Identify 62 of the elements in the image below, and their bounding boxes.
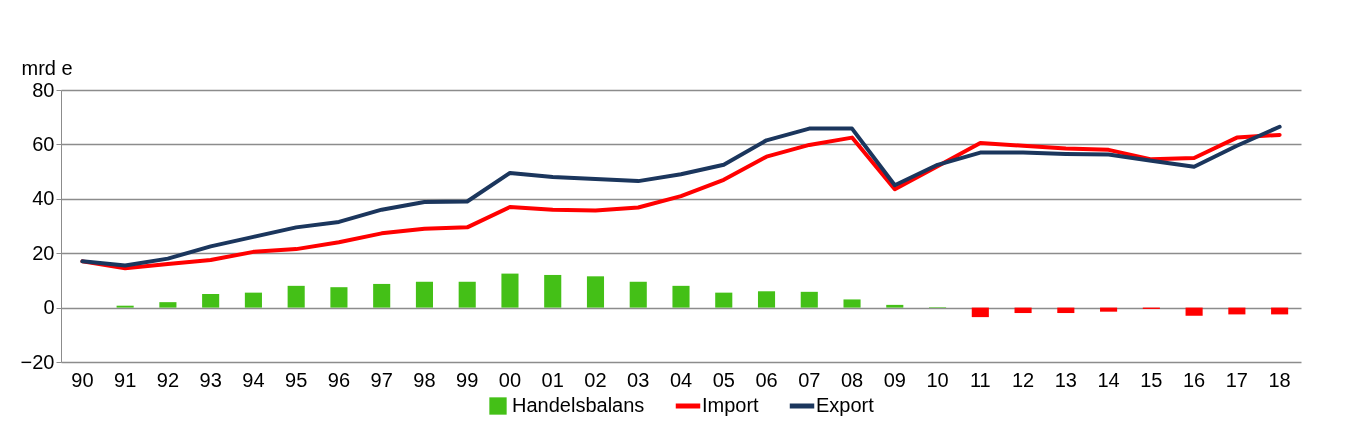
bar xyxy=(501,273,519,308)
y-tick-label: −20 xyxy=(20,350,55,373)
bar xyxy=(287,285,305,308)
y-axis-title: mrd e xyxy=(21,56,73,79)
x-tick-label: 14 xyxy=(1097,368,1120,391)
y-tick-label: 0 xyxy=(43,296,55,319)
bar xyxy=(1057,307,1075,314)
x-tick-label: 98 xyxy=(413,368,436,391)
x-tick-label: 10 xyxy=(926,368,949,391)
x-tick-label: 91 xyxy=(114,368,137,391)
bar xyxy=(757,291,776,308)
x-tick-label: 93 xyxy=(199,368,222,391)
bar xyxy=(800,291,818,308)
x-tick-label: 00 xyxy=(498,368,522,391)
bar xyxy=(1185,307,1203,316)
x-tick-label: 15 xyxy=(1140,368,1163,391)
x-tick-label: 04 xyxy=(669,368,693,391)
x-tick-label: 11 xyxy=(969,368,991,391)
x-tick-label: 02 xyxy=(584,368,607,391)
bar xyxy=(373,283,391,308)
x-tick-label: 18 xyxy=(1268,368,1291,391)
bar xyxy=(159,302,177,308)
legend-label: Export xyxy=(816,394,875,416)
bar xyxy=(544,274,562,308)
bar xyxy=(1014,307,1032,314)
x-tick-label: 03 xyxy=(627,368,650,391)
x-tick-label: 13 xyxy=(1054,368,1077,391)
x-tick-label: 17 xyxy=(1225,368,1248,391)
bar xyxy=(458,281,476,308)
y-tick-label: 20 xyxy=(32,241,55,264)
bar xyxy=(886,304,904,308)
legend-label: Import xyxy=(702,394,760,416)
x-tick-label: 08 xyxy=(840,368,864,391)
y-tick-label: 60 xyxy=(32,132,55,155)
x-tick-label: 06 xyxy=(755,368,778,391)
bar xyxy=(971,307,989,318)
x-tick-label: 01 xyxy=(541,368,564,391)
y-tick-label: 40 xyxy=(32,187,55,210)
bar xyxy=(1100,307,1118,312)
legend-label: Handelsbalans xyxy=(512,394,645,416)
bar xyxy=(330,287,348,308)
x-tick-label: 90 xyxy=(71,368,94,391)
x-tick-label: 95 xyxy=(285,368,308,391)
y-tick-label: 80 xyxy=(32,78,55,101)
bar xyxy=(415,281,433,308)
bar xyxy=(202,294,220,308)
x-tick-label: 96 xyxy=(327,368,351,391)
x-tick-label: 12 xyxy=(1011,368,1035,391)
x-tick-label: 94 xyxy=(242,368,265,391)
bar xyxy=(672,285,690,308)
bar xyxy=(586,276,605,308)
x-tick-label: 16 xyxy=(1182,368,1206,391)
bar xyxy=(715,292,733,308)
x-tick-label: 07 xyxy=(798,368,821,391)
x-tick-label: 05 xyxy=(712,368,735,391)
x-tick-label: 97 xyxy=(370,368,393,391)
x-tick-label: 99 xyxy=(456,368,479,391)
x-tick-label: 09 xyxy=(883,368,906,391)
x-tick-label: 92 xyxy=(156,368,180,391)
bar xyxy=(244,292,262,308)
bar xyxy=(629,281,647,308)
bar xyxy=(843,299,861,308)
